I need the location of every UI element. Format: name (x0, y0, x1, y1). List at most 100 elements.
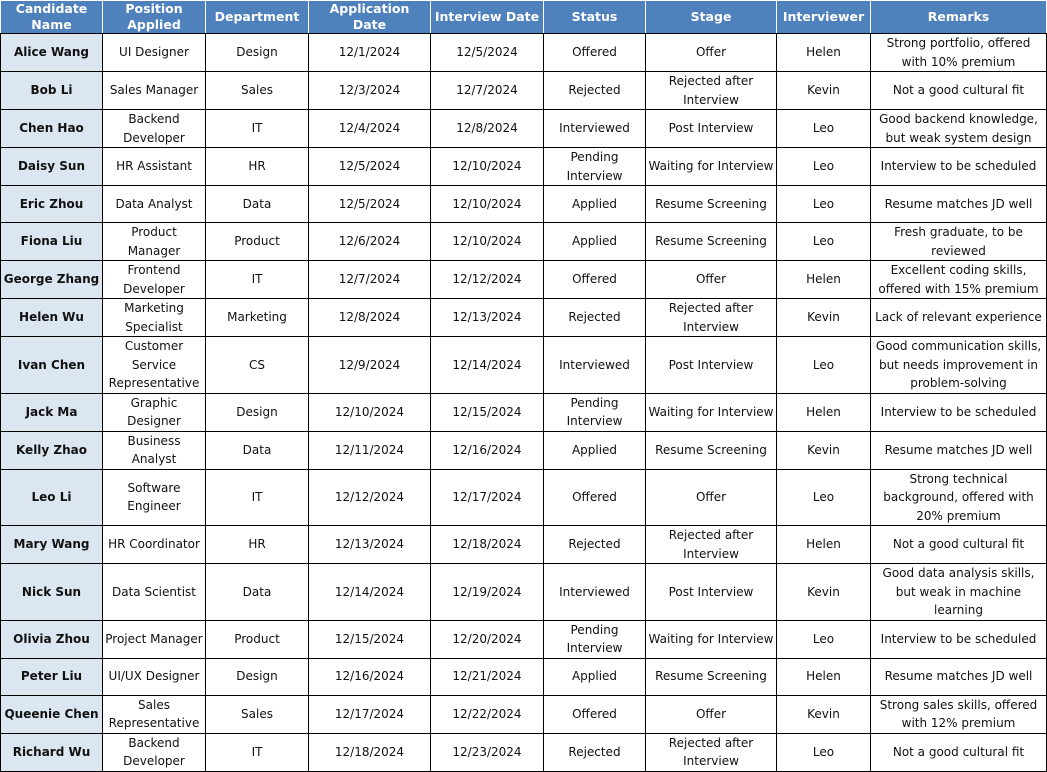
cell-remarks[interactable]: Good communication skills, but needs imp… (870, 336, 1047, 394)
cell-position[interactable]: Backend Developer (102, 109, 206, 148)
cell-position[interactable]: Marketing Specialist (102, 298, 206, 337)
cell-status[interactable]: Offered (543, 260, 646, 299)
cell-interviewer[interactable]: Leo (776, 619, 871, 659)
cell-application-date[interactable]: 12/3/2024 (308, 71, 431, 110)
cell-application-date[interactable]: 12/4/2024 (308, 109, 431, 148)
cell-interview-date[interactable]: 12/21/2024 (430, 657, 544, 696)
cell-interviewer[interactable]: Leo (776, 336, 871, 394)
cell-application-date[interactable]: 12/5/2024 (308, 147, 431, 186)
cell-status[interactable]: Applied (543, 185, 646, 223)
cell-remarks[interactable]: Not a good cultural fit (870, 71, 1047, 110)
cell-remarks[interactable]: Not a good cultural fit (870, 732, 1047, 772)
cell-stage[interactable]: Post Interview (645, 336, 777, 394)
cell-status[interactable]: Applied (543, 430, 646, 470)
cell-interview-date[interactable]: 12/20/2024 (430, 619, 544, 659)
cell-department[interactable]: IT (205, 732, 309, 772)
cell-candidate-name[interactable]: Daisy Sun (0, 147, 103, 186)
cell-interviewer[interactable]: Kevin (776, 71, 871, 110)
cell-candidate-name[interactable]: Queenie Chen (0, 694, 103, 734)
cell-position[interactable]: Data Analyst (102, 185, 206, 223)
cell-stage[interactable]: Rejected after Interview (645, 298, 777, 337)
cell-status[interactable]: Rejected (543, 71, 646, 110)
header-remarks[interactable]: Remarks (870, 0, 1047, 34)
cell-status[interactable]: Offered (543, 33, 646, 72)
cell-department[interactable]: HR (205, 147, 309, 186)
cell-interviewer[interactable]: Helen (776, 525, 871, 564)
cell-stage[interactable]: Resume Screening (645, 185, 777, 223)
cell-position[interactable]: Frontend Developer (102, 260, 206, 299)
cell-status[interactable]: Rejected (543, 732, 646, 772)
cell-remarks[interactable]: Excellent coding skills, offered with 15… (870, 260, 1047, 299)
cell-interviewer[interactable]: Leo (776, 468, 871, 526)
cell-remarks[interactable]: Resume matches JD well (870, 185, 1047, 223)
cell-interview-date[interactable]: 12/18/2024 (430, 525, 544, 564)
cell-remarks[interactable]: Strong portfolio, offered with 10% premi… (870, 33, 1047, 72)
cell-position[interactable]: Project Manager (102, 619, 206, 659)
cell-remarks[interactable]: Resume matches JD well (870, 430, 1047, 470)
cell-status[interactable]: Interviewed (543, 563, 646, 621)
cell-department[interactable]: IT (205, 468, 309, 526)
cell-status[interactable]: Pending Interview (543, 619, 646, 659)
cell-interviewer[interactable]: Kevin (776, 694, 871, 734)
cell-remarks[interactable]: Fresh graduate, to be reviewed (870, 222, 1047, 261)
cell-interview-date[interactable]: 12/19/2024 (430, 563, 544, 621)
cell-interviewer[interactable]: Helen (776, 260, 871, 299)
cell-interview-date[interactable]: 12/5/2024 (430, 33, 544, 72)
cell-remarks[interactable]: Good backend knowledge, but weak system … (870, 109, 1047, 148)
cell-position[interactable]: Customer Service Representative (102, 336, 206, 394)
cell-status[interactable]: Pending Interview (543, 392, 646, 432)
cell-candidate-name[interactable]: Chen Hao (0, 109, 103, 148)
cell-stage[interactable]: Rejected after Interview (645, 732, 777, 772)
cell-position[interactable]: HR Assistant (102, 147, 206, 186)
cell-status[interactable]: Interviewed (543, 336, 646, 394)
cell-application-date[interactable]: 12/16/2024 (308, 657, 431, 696)
cell-remarks[interactable]: Lack of relevant experience (870, 298, 1047, 337)
cell-department[interactable]: CS (205, 336, 309, 394)
cell-stage[interactable]: Offer (645, 260, 777, 299)
cell-candidate-name[interactable]: Leo Li (0, 468, 103, 526)
cell-candidate-name[interactable]: Fiona Liu (0, 222, 103, 261)
cell-interviewer[interactable]: Leo (776, 222, 871, 261)
cell-stage[interactable]: Post Interview (645, 109, 777, 148)
cell-interview-date[interactable]: 12/13/2024 (430, 298, 544, 337)
cell-interviewer[interactable]: Leo (776, 109, 871, 148)
cell-stage[interactable]: Offer (645, 468, 777, 526)
cell-remarks[interactable]: Interview to be scheduled (870, 619, 1047, 659)
cell-application-date[interactable]: 12/11/2024 (308, 430, 431, 470)
cell-interviewer[interactable]: Leo (776, 185, 871, 223)
cell-status[interactable]: Applied (543, 222, 646, 261)
cell-stage[interactable]: Waiting for Interview (645, 619, 777, 659)
header-interviewer[interactable]: Interviewer (776, 0, 871, 34)
cell-candidate-name[interactable]: Kelly Zhao (0, 430, 103, 470)
cell-interview-date[interactable]: 12/17/2024 (430, 468, 544, 526)
cell-interview-date[interactable]: 12/8/2024 (430, 109, 544, 148)
cell-application-date[interactable]: 12/9/2024 (308, 336, 431, 394)
cell-position[interactable]: Software Engineer (102, 468, 206, 526)
cell-application-date[interactable]: 12/7/2024 (308, 260, 431, 299)
cell-department[interactable]: Product (205, 222, 309, 261)
cell-status[interactable]: Offered (543, 694, 646, 734)
cell-interview-date[interactable]: 12/15/2024 (430, 392, 544, 432)
cell-candidate-name[interactable]: Richard Wu (0, 732, 103, 772)
cell-status[interactable]: Rejected (543, 525, 646, 564)
cell-department[interactable]: Data (205, 185, 309, 223)
cell-interviewer[interactable]: Kevin (776, 430, 871, 470)
cell-stage[interactable]: Rejected after Interview (645, 71, 777, 110)
cell-application-date[interactable]: 12/17/2024 (308, 694, 431, 734)
cell-remarks[interactable]: Good data analysis skills, but weak in m… (870, 563, 1047, 621)
cell-candidate-name[interactable]: Bob Li (0, 71, 103, 110)
cell-department[interactable]: Design (205, 392, 309, 432)
cell-remarks[interactable]: Strong technical background, offered wit… (870, 468, 1047, 526)
cell-position[interactable]: UI Designer (102, 33, 206, 72)
header-application-date[interactable]: Application Date (308, 0, 431, 34)
cell-remarks[interactable]: Interview to be scheduled (870, 147, 1047, 186)
cell-status[interactable]: Rejected (543, 298, 646, 337)
cell-interview-date[interactable]: 12/12/2024 (430, 260, 544, 299)
header-candidate-name[interactable]: Candidate Name (0, 0, 103, 34)
header-department[interactable]: Department (205, 0, 309, 34)
cell-interviewer[interactable]: Kevin (776, 563, 871, 621)
cell-application-date[interactable]: 12/6/2024 (308, 222, 431, 261)
cell-application-date[interactable]: 12/13/2024 (308, 525, 431, 564)
cell-application-date[interactable]: 12/14/2024 (308, 563, 431, 621)
cell-application-date[interactable]: 12/5/2024 (308, 185, 431, 223)
